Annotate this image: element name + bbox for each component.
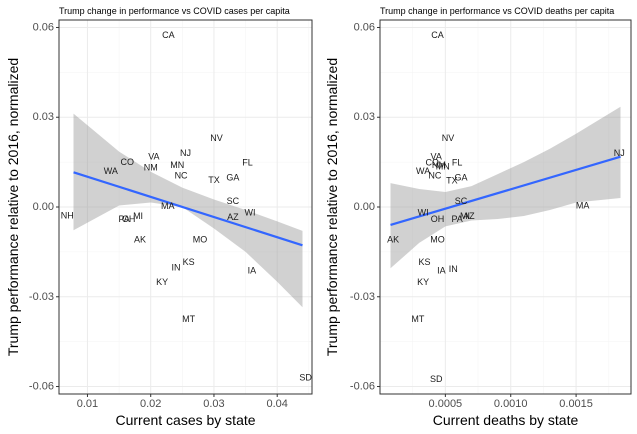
y-axis-title: Trump performance relative to 2016, norm…	[324, 58, 340, 356]
state-label-ia: IA	[248, 266, 257, 276]
state-label-ca: CA	[431, 30, 444, 40]
x-axis-title: Current cases by state	[115, 412, 255, 428]
state-label-ky: KY	[156, 277, 168, 287]
state-label-sc: SC	[455, 196, 468, 206]
state-label-fl: FL	[242, 158, 253, 168]
state-label-va: VA	[148, 152, 159, 162]
state-label-ma: MA	[576, 201, 590, 211]
state-label-oh: OH	[122, 214, 136, 224]
state-label-ga: GA	[226, 173, 239, 183]
x-tick-label: 0.01	[77, 398, 98, 410]
state-label-nc: NC	[175, 171, 188, 181]
state-label-nh: NH	[61, 210, 74, 220]
x-tick-label: 0.03	[203, 398, 224, 410]
state-label-wa: WA	[416, 166, 430, 176]
x-tick-label: 0.02	[140, 398, 161, 410]
y-tick-label: 0.03	[354, 111, 375, 123]
state-label-ak: AK	[387, 234, 399, 244]
state-label-sd: SD	[299, 373, 312, 383]
state-label-wi: WI	[418, 207, 429, 217]
state-label-pa: PA	[451, 214, 462, 224]
state-label-pa: PA	[118, 214, 129, 224]
y-tick-label: -0.03	[29, 291, 54, 303]
state-label-nm: NM	[144, 163, 158, 173]
y-axis-title: Trump performance relative to 2016, norm…	[5, 58, 21, 356]
state-label-co: CO	[121, 157, 135, 167]
y-tick-label: -0.06	[29, 381, 54, 393]
y-tick-label: -0.03	[350, 291, 375, 303]
state-label-nc: NC	[428, 171, 441, 181]
state-label-ma: MA	[161, 201, 175, 211]
state-label-oh: OH	[431, 214, 445, 224]
state-label-co: CO	[426, 158, 440, 168]
state-label-va: VA	[431, 152, 442, 162]
panel-title: Trump change in performance vs COVID cas…	[59, 6, 290, 16]
state-label-mi: MI	[460, 211, 470, 221]
state-label-ca: CA	[162, 30, 175, 40]
state-label-ak: AK	[134, 234, 146, 244]
confidence-ribbon	[390, 106, 621, 269]
x-axis-title: Current deaths by state	[433, 412, 579, 428]
y-tick-label: 0.00	[354, 201, 375, 213]
state-label-mi: MI	[133, 211, 143, 221]
state-label-sc: SC	[227, 196, 240, 206]
state-label-wi: WI	[245, 207, 256, 217]
state-label-az: AZ	[463, 211, 475, 221]
regression-line	[73, 171, 303, 247]
state-label-mn: MN	[436, 162, 450, 172]
panel-title: Trump change in performance vs COVID dea…	[380, 6, 614, 16]
state-label-ga: GA	[455, 173, 468, 183]
state-label-in: IN	[449, 264, 458, 274]
state-label-nj: NJ	[614, 148, 625, 158]
state-label-mn: MN	[170, 160, 184, 170]
y-tick-label: 0.00	[33, 201, 54, 213]
state-label-wa: WA	[104, 166, 118, 176]
regression-line	[390, 155, 621, 227]
state-label-nv: NV	[210, 133, 223, 143]
state-label-fl: FL	[452, 158, 463, 168]
y-tick-label: 0.06	[354, 21, 375, 33]
state-label-mo: MO	[193, 234, 208, 244]
confidence-ribbon	[73, 113, 303, 308]
state-label-az: AZ	[227, 212, 239, 222]
state-label-nv: NV	[442, 133, 455, 143]
state-label-nm: NM	[432, 160, 446, 170]
state-label-tx: TX	[446, 176, 458, 186]
state-label-tx: TX	[208, 175, 220, 185]
x-tick-label: 0.04	[267, 398, 288, 410]
x-tick-label: 0.0005	[429, 398, 463, 410]
state-label-mt: MT	[411, 314, 424, 324]
state-label-mo: MO	[430, 234, 445, 244]
state-label-ks: KS	[183, 257, 195, 267]
state-label-ky: KY	[417, 277, 429, 287]
y-tick-label: 0.06	[33, 21, 54, 33]
state-label-in: IN	[172, 263, 181, 273]
cases-panel: CA NV NJ VA CO FL MN NM WA NC GA TX SC MA WI AZ NH PAOHMI…	[5, 6, 313, 428]
y-tick-label: -0.06	[350, 381, 375, 393]
state-label-sd: SD	[430, 374, 443, 384]
x-tick-label: 0.0015	[559, 398, 593, 410]
state-label-ia: IA	[437, 266, 446, 276]
x-tick-label: 0.0010	[494, 398, 528, 410]
state-label-mt: MT	[182, 314, 195, 324]
state-label-nj: NJ	[180, 148, 191, 158]
state-label-ks: KS	[418, 257, 430, 267]
y-tick-label: 0.03	[33, 111, 54, 123]
